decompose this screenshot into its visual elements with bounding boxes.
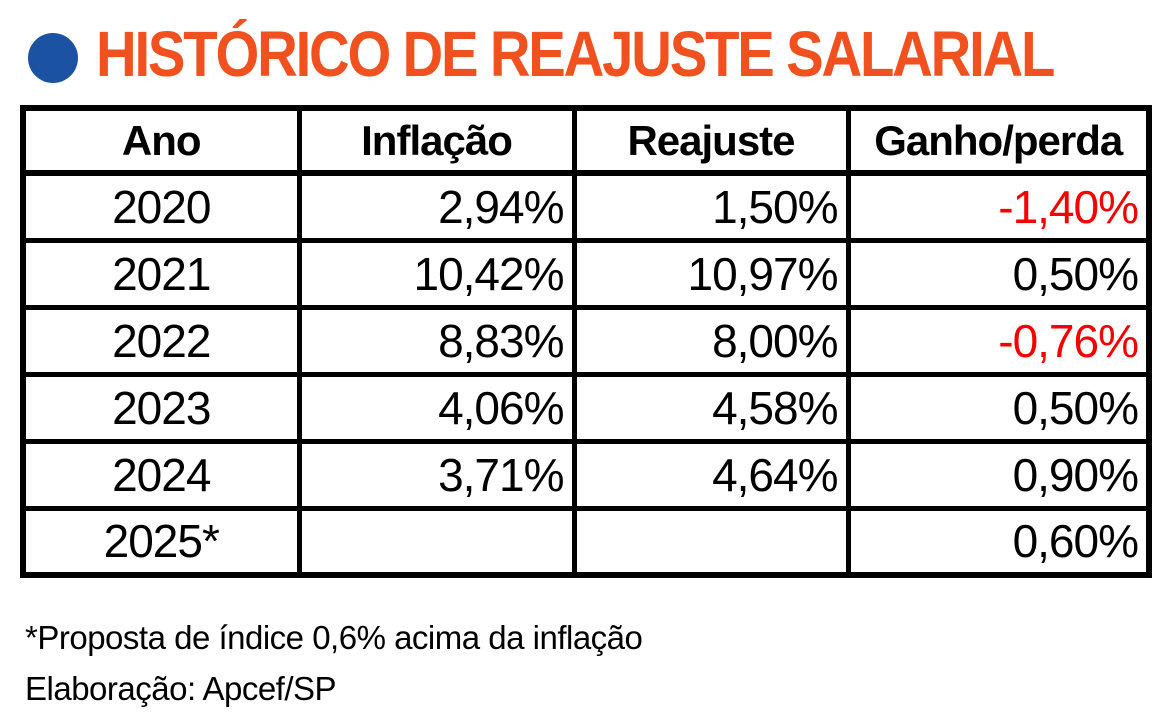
cell-reajuste: 1,50% bbox=[571, 170, 851, 243]
cell-reajuste bbox=[571, 505, 851, 578]
column-header-ganho-perda: Ganho/perda bbox=[845, 105, 1152, 176]
cell-inflacao: 4,06% bbox=[296, 371, 577, 444]
footnote-source: Elaboração: Apcef/SP bbox=[25, 670, 337, 707]
salary-adjustment-table: Ano Inflação Reajuste Ganho/perda 2020 2… bbox=[20, 105, 1152, 578]
cell-reajuste: 10,97% bbox=[571, 237, 851, 310]
table-header-row: Ano Inflação Reajuste Ganho/perda bbox=[20, 105, 1152, 176]
cell-ano: 2022 bbox=[20, 304, 302, 377]
table-row: 2025* 0,60% bbox=[20, 505, 1152, 578]
cell-inflacao bbox=[296, 505, 577, 578]
cell-ganho-perda: -1,40% bbox=[845, 170, 1152, 243]
cell-inflacao: 10,42% bbox=[296, 237, 577, 310]
table-row: 2021 10,42% 10,97% 0,50% bbox=[20, 237, 1152, 310]
cell-ano: 2023 bbox=[20, 371, 302, 444]
cell-inflacao: 8,83% bbox=[296, 304, 577, 377]
footnote-proposal: *Proposta de índice 0,6% acima da inflaç… bbox=[25, 619, 643, 656]
column-header-inflacao: Inflação bbox=[296, 105, 577, 176]
table-row: 2022 8,83% 8,00% -0,76% bbox=[20, 304, 1152, 377]
cell-ano: 2025* bbox=[20, 505, 302, 578]
table-row: 2024 3,71% 4,64% 0,90% bbox=[20, 438, 1152, 511]
cell-reajuste: 4,64% bbox=[571, 438, 851, 511]
cell-inflacao: 2,94% bbox=[296, 170, 577, 243]
table-row: 2023 4,06% 4,58% 0,50% bbox=[20, 371, 1152, 444]
cell-ganho-perda: 0,60% bbox=[845, 505, 1152, 578]
cell-reajuste: 4,58% bbox=[571, 371, 851, 444]
footnotes: *Proposta de índice 0,6% acima da inflaç… bbox=[25, 612, 643, 714]
cell-inflacao: 3,71% bbox=[296, 438, 577, 511]
page-header: HISTÓRICO DE REAJUSTE SALARIAL bbox=[28, 22, 1176, 86]
cell-ano: 2021 bbox=[20, 237, 302, 310]
column-header-ano: Ano bbox=[20, 105, 302, 176]
cell-ganho-perda: -0,76% bbox=[845, 304, 1152, 377]
cell-reajuste: 8,00% bbox=[571, 304, 851, 377]
cell-ganho-perda: 0,50% bbox=[845, 371, 1152, 444]
bullet-circle-icon bbox=[28, 33, 78, 83]
cell-ano: 2024 bbox=[20, 438, 302, 511]
table-row: 2020 2,94% 1,50% -1,40% bbox=[20, 170, 1152, 243]
cell-ganho-perda: 0,90% bbox=[845, 438, 1152, 511]
cell-ano: 2020 bbox=[20, 170, 302, 243]
cell-ganho-perda: 0,50% bbox=[845, 237, 1152, 310]
page-title: HISTÓRICO DE REAJUSTE SALARIAL bbox=[96, 18, 1055, 90]
column-header-reajuste: Reajuste bbox=[571, 105, 851, 176]
